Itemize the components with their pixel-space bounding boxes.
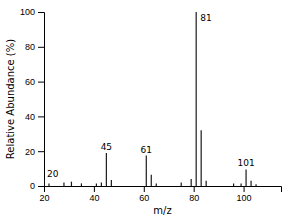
tick: 100 bbox=[20, 7, 44, 17]
axis-line bbox=[38, 13, 45, 187]
tick-mark bbox=[194, 186, 195, 192]
tick-mark bbox=[38, 186, 44, 187]
tick: 100 bbox=[237, 186, 252, 203]
peak bbox=[81, 183, 82, 186]
peak bbox=[245, 169, 246, 186]
tick-label: 60 bbox=[25, 77, 35, 87]
annotations: 20 45 61 81 101 bbox=[47, 13, 255, 179]
peak bbox=[44, 180, 45, 186]
tick-label: 40 bbox=[25, 112, 35, 122]
tick: 60 bbox=[25, 77, 44, 87]
tick: 20 bbox=[25, 147, 44, 157]
peak bbox=[96, 183, 97, 186]
peak bbox=[191, 179, 192, 186]
peak bbox=[63, 183, 64, 186]
tick-mark bbox=[38, 116, 44, 117]
tick: 80 bbox=[25, 42, 44, 52]
tick-label: 80 bbox=[25, 42, 35, 52]
axis-line bbox=[45, 187, 282, 193]
tick-label: 20 bbox=[25, 147, 35, 157]
peak bbox=[196, 12, 197, 186]
tick: 40 bbox=[89, 186, 99, 203]
chart-svg: 20 40 60 80 100 0 20 40 60 80 100 20 45 61 81 101 m/z Rel… bbox=[0, 0, 295, 220]
peak bbox=[48, 183, 49, 186]
peak-label: 45 bbox=[101, 142, 112, 152]
tick-label: 100 bbox=[20, 7, 35, 17]
peak-label: 81 bbox=[200, 13, 211, 23]
peak bbox=[156, 183, 157, 186]
peak bbox=[201, 130, 202, 186]
peak bbox=[111, 180, 112, 186]
tick-label: 60 bbox=[139, 193, 149, 203]
tick-label: 0 bbox=[30, 181, 35, 191]
tick-label: 100 bbox=[237, 193, 252, 203]
tick: 0 bbox=[30, 181, 44, 191]
peak bbox=[206, 181, 207, 186]
peak bbox=[240, 183, 241, 186]
tick-mark bbox=[94, 186, 95, 192]
tick-label: 40 bbox=[89, 193, 99, 203]
peak bbox=[181, 183, 182, 186]
tick-mark bbox=[244, 186, 245, 192]
peak bbox=[255, 184, 256, 186]
x-axis: 20 40 60 80 100 bbox=[39, 186, 281, 203]
y-axis: 0 20 40 60 80 100 bbox=[20, 7, 45, 191]
peak bbox=[146, 156, 147, 186]
peaks bbox=[44, 12, 256, 186]
peak bbox=[106, 153, 107, 186]
plot-area: 20 40 60 80 100 0 20 40 60 80 100 20 45 61 81 101 bbox=[20, 7, 282, 203]
peak bbox=[151, 175, 152, 186]
peak bbox=[101, 183, 102, 186]
tick: 20 bbox=[39, 186, 49, 203]
peak-label: 101 bbox=[237, 158, 254, 168]
x-axis-title: m/z bbox=[153, 205, 171, 216]
tick-mark bbox=[38, 47, 44, 48]
tick-mark bbox=[144, 186, 145, 192]
chart-container: 20 40 60 80 100 0 20 40 60 80 100 20 45 61 81 101 m/z Rel… bbox=[0, 0, 295, 220]
y-axis-title: Relative Abundance (%) bbox=[5, 39, 16, 159]
tick: 60 bbox=[139, 186, 149, 203]
tick-label: 80 bbox=[189, 193, 199, 203]
peak bbox=[71, 182, 72, 186]
tick-mark bbox=[38, 151, 44, 152]
tick-mark bbox=[38, 82, 44, 83]
peak-label: 20 bbox=[47, 169, 59, 179]
peak-label: 61 bbox=[141, 145, 152, 155]
tick: 80 bbox=[189, 186, 199, 203]
peak bbox=[250, 181, 251, 186]
peak bbox=[233, 183, 234, 186]
tick-label: 20 bbox=[39, 193, 49, 203]
tick-mark bbox=[38, 12, 44, 13]
tick: 40 bbox=[25, 112, 44, 122]
